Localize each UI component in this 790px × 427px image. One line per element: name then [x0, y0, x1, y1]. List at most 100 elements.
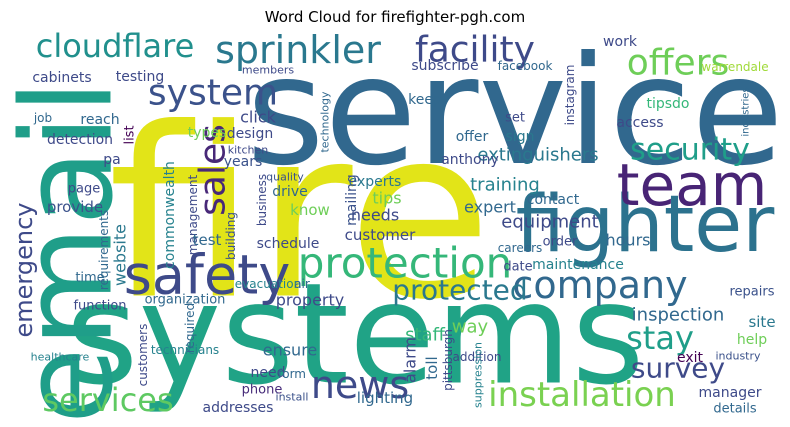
word: time	[75, 271, 104, 286]
word: needs	[351, 206, 399, 225]
word: customers	[136, 324, 150, 387]
word: maintenance	[532, 257, 624, 273]
word: equipment	[501, 212, 598, 233]
word: fighter	[516, 180, 776, 270]
word: know	[290, 201, 330, 219]
word: toll	[423, 356, 441, 379]
word: property	[276, 291, 345, 310]
word: contact	[527, 192, 580, 208]
word: offer	[456, 129, 489, 145]
word: test	[193, 231, 222, 249]
word: website	[111, 224, 130, 286]
word: facility	[415, 30, 535, 71]
word: suppression	[472, 342, 485, 408]
word: click	[240, 108, 276, 127]
word: types	[188, 125, 227, 141]
word: hours	[606, 231, 651, 250]
word: keep	[408, 92, 442, 108]
word: design	[227, 126, 273, 142]
word: drive	[272, 184, 307, 200]
word: way	[452, 317, 489, 338]
word: required	[183, 303, 197, 353]
word: protection	[298, 239, 513, 288]
word: business	[255, 174, 269, 226]
word: company	[512, 263, 687, 307]
word: form	[278, 367, 306, 381]
word: requirements	[97, 210, 111, 290]
word: fire	[108, 79, 492, 352]
word: services	[42, 381, 173, 419]
word: date	[503, 260, 532, 275]
word: order	[543, 235, 578, 250]
word: experts	[349, 174, 402, 190]
word: email	[0, 80, 141, 425]
word: testing	[116, 69, 165, 85]
word: need	[251, 365, 286, 381]
word: evacuation	[235, 277, 301, 291]
word: organization	[145, 293, 226, 308]
word: site	[748, 313, 775, 331]
word: careers	[498, 241, 543, 255]
word: instagram	[563, 65, 577, 126]
word: provide	[47, 198, 103, 216]
word: service	[246, 25, 783, 199]
cloud-area	[15, 30, 775, 420]
word: details	[713, 402, 757, 417]
word: installation	[488, 375, 676, 415]
word: manager	[699, 385, 762, 401]
word: technicians	[151, 343, 219, 357]
word: emergency	[10, 203, 38, 338]
word: security	[630, 133, 750, 168]
word: protected	[392, 274, 527, 307]
word: list	[123, 125, 138, 144]
word: offers	[627, 43, 730, 84]
word: systems	[65, 254, 644, 417]
word: ensure	[263, 341, 318, 360]
word: stay	[626, 319, 694, 357]
word: commonwealth	[162, 161, 178, 269]
word: sprinkler	[215, 28, 381, 72]
word: inspection	[632, 305, 725, 326]
word: job	[33, 111, 52, 125]
word: alarm	[401, 337, 420, 383]
word: air	[294, 277, 310, 291]
word: technology	[319, 91, 332, 153]
word: addition	[453, 350, 502, 364]
word: help	[737, 332, 767, 348]
word: system	[148, 73, 278, 114]
word: sales	[193, 124, 234, 216]
word: exit	[677, 350, 704, 366]
word: addresses	[203, 400, 274, 416]
word: pittsburgh	[441, 329, 455, 391]
word: pa	[103, 152, 120, 168]
word: expert	[464, 198, 516, 217]
word: team	[617, 151, 767, 219]
word: tipsdo	[646, 96, 689, 112]
word: industries	[741, 87, 752, 136]
word: tips	[372, 189, 401, 208]
word: customer	[345, 226, 416, 244]
word: set	[505, 111, 525, 126]
word: training	[470, 175, 540, 196]
word: news	[311, 363, 409, 407]
word: cloudflare	[36, 27, 195, 65]
word: subscribe	[411, 58, 478, 74]
word: anthony	[441, 152, 499, 168]
word: quality	[266, 171, 304, 184]
word: management	[186, 175, 200, 256]
word: kitchen	[228, 144, 269, 157]
word: extinguishers	[477, 145, 598, 166]
word: access	[616, 115, 663, 131]
word: install	[276, 391, 309, 404]
word: survey	[631, 352, 725, 385]
word: page	[68, 182, 100, 197]
word: phone	[242, 383, 283, 398]
word: work	[603, 34, 638, 50]
word: function	[73, 299, 126, 314]
chart-title: Word Cloud for firefighter-pgh.com	[265, 8, 525, 26]
word: lighting	[357, 389, 413, 407]
word: reach	[80, 112, 119, 128]
word: facebook	[498, 59, 553, 73]
word: repairs	[729, 285, 774, 300]
word: sign	[506, 129, 535, 145]
